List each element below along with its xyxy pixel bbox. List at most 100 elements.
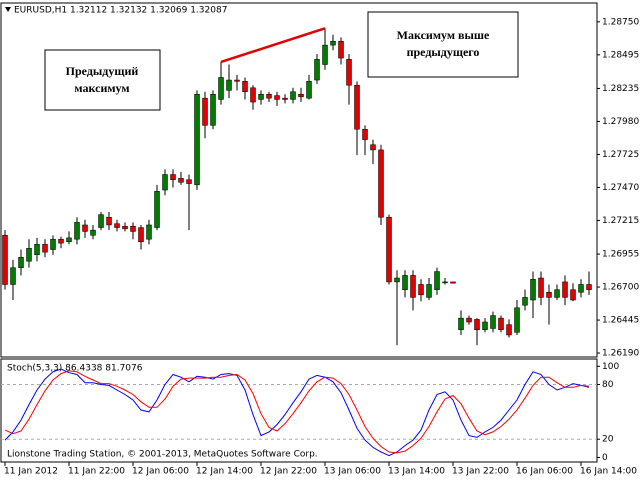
- y-tick-label: 1.26190: [602, 349, 639, 359]
- y-tick-label: 1.28495: [602, 50, 639, 60]
- candle-body: [578, 284, 584, 293]
- candle-body: [50, 238, 56, 250]
- candle-body: [498, 317, 504, 331]
- trend-line: [220, 27, 326, 64]
- candle-body: [466, 317, 472, 323]
- price-frame: [0, 2, 598, 358]
- candle-body: [146, 224, 152, 240]
- candle-body: [122, 226, 128, 230]
- candle-body: [314, 59, 320, 81]
- candle-body: [434, 271, 440, 290]
- annotation-text: максимум: [74, 81, 129, 95]
- candle-body: [250, 87, 256, 103]
- stoch-line: [4, 370, 590, 454]
- candle-body: [474, 319, 480, 331]
- candle-body: [362, 128, 368, 140]
- candle-body: [2, 235, 8, 285]
- annotation-box: [367, 11, 519, 78]
- y-tick-label: 1.27725: [602, 150, 639, 160]
- symbol-icon: [5, 7, 11, 12]
- candle-body: [586, 284, 592, 290]
- candle-body: [258, 94, 264, 100]
- candle-body: [322, 44, 328, 65]
- annotation-text: Максимум выше: [397, 28, 490, 42]
- y-tick-label: 1.26445: [602, 316, 639, 326]
- candle-body: [162, 174, 168, 191]
- candle-body: [74, 222, 80, 240]
- x-tick-label: 16 Jan 06:00: [516, 467, 573, 477]
- candle-body: [266, 94, 272, 99]
- y-tick-label: 0: [602, 453, 608, 463]
- chart-header: EURUSD,H1 1.32112 1.32132 1.32069 1.3208…: [14, 6, 227, 16]
- candle-body: [346, 59, 352, 86]
- candle-body: [58, 238, 64, 244]
- candle-body: [186, 179, 192, 184]
- candle-body: [378, 149, 384, 218]
- candle-body: [90, 229, 96, 236]
- candle-body: [154, 191, 160, 228]
- candle-body: [242, 81, 248, 92]
- y-tick-label: 1.28750: [602, 17, 639, 27]
- candle-body: [458, 317, 464, 331]
- candle-body: [402, 275, 408, 290]
- candle-body: [570, 289, 576, 301]
- candle-body: [450, 281, 456, 284]
- candle-body: [538, 277, 544, 298]
- x-tick-label: 13 Jan 14:00: [388, 467, 445, 477]
- candle-body: [114, 223, 120, 228]
- candle-body: [522, 297, 528, 306]
- candle-body: [98, 214, 104, 228]
- candle-body: [426, 284, 432, 298]
- y-tick-label: 1.26700: [602, 283, 639, 293]
- candle-body: [82, 224, 88, 232]
- candle-body: [386, 216, 392, 283]
- candle-body: [490, 315, 496, 329]
- candle-body: [442, 281, 448, 284]
- y-tick-label: 1.26955: [602, 250, 639, 260]
- annotation-text: предыдущего: [407, 45, 480, 59]
- x-tick-label: 12 Jan 06:00: [132, 467, 189, 477]
- candle-body: [210, 94, 216, 126]
- y-tick-label: 80: [602, 380, 614, 390]
- candle-body: [546, 291, 552, 298]
- candle-body: [138, 227, 144, 243]
- candle-body: [330, 40, 336, 46]
- candle-body: [26, 248, 32, 262]
- x-tick-label: 11 Jan 22:00: [68, 467, 125, 477]
- candle-body: [170, 174, 176, 180]
- candle-body: [274, 95, 280, 100]
- candle-body: [298, 94, 304, 98]
- y-tick-label: 100: [602, 362, 619, 372]
- stoch-frame: [0, 358, 598, 463]
- annotation-box: [44, 49, 161, 111]
- candle-body: [394, 277, 400, 283]
- stoch-header: Stoch(5,3,3) 86.4338 81.7076: [7, 364, 143, 374]
- annotation-text: Предыдущий: [66, 64, 139, 78]
- candle-body: [554, 289, 560, 298]
- candle-body: [370, 144, 376, 151]
- candle-body: [42, 244, 48, 253]
- y-tick-label: 1.27980: [602, 117, 639, 127]
- candle-body: [234, 79, 240, 82]
- candle-body: [410, 275, 416, 298]
- candle-body: [562, 281, 568, 298]
- candle-body: [202, 97, 208, 126]
- candle-body: [218, 77, 224, 100]
- candle-body: [226, 79, 232, 91]
- candle-body: [418, 284, 424, 296]
- x-tick-label: 16 Jan 14:00: [580, 467, 637, 477]
- candle-body: [178, 178, 184, 183]
- candle-body: [338, 40, 344, 59]
- candle-body: [530, 279, 536, 301]
- y-tick-label: 1.27215: [602, 216, 639, 226]
- candle-body: [482, 321, 488, 331]
- x-tick-label: 11 Jan 2012: [4, 467, 58, 477]
- x-tick-label: 12 Jan 22:00: [260, 467, 317, 477]
- x-tick-label: 13 Jan 22:00: [452, 467, 509, 477]
- candle-body: [10, 267, 16, 285]
- x-tick-label: 12 Jan 14:00: [196, 467, 253, 477]
- y-tick-label: 1.28235: [602, 84, 639, 94]
- y-tick-label: 20: [602, 435, 614, 445]
- copyright: Lionstone Trading Station, © 2001-2013, …: [7, 450, 318, 460]
